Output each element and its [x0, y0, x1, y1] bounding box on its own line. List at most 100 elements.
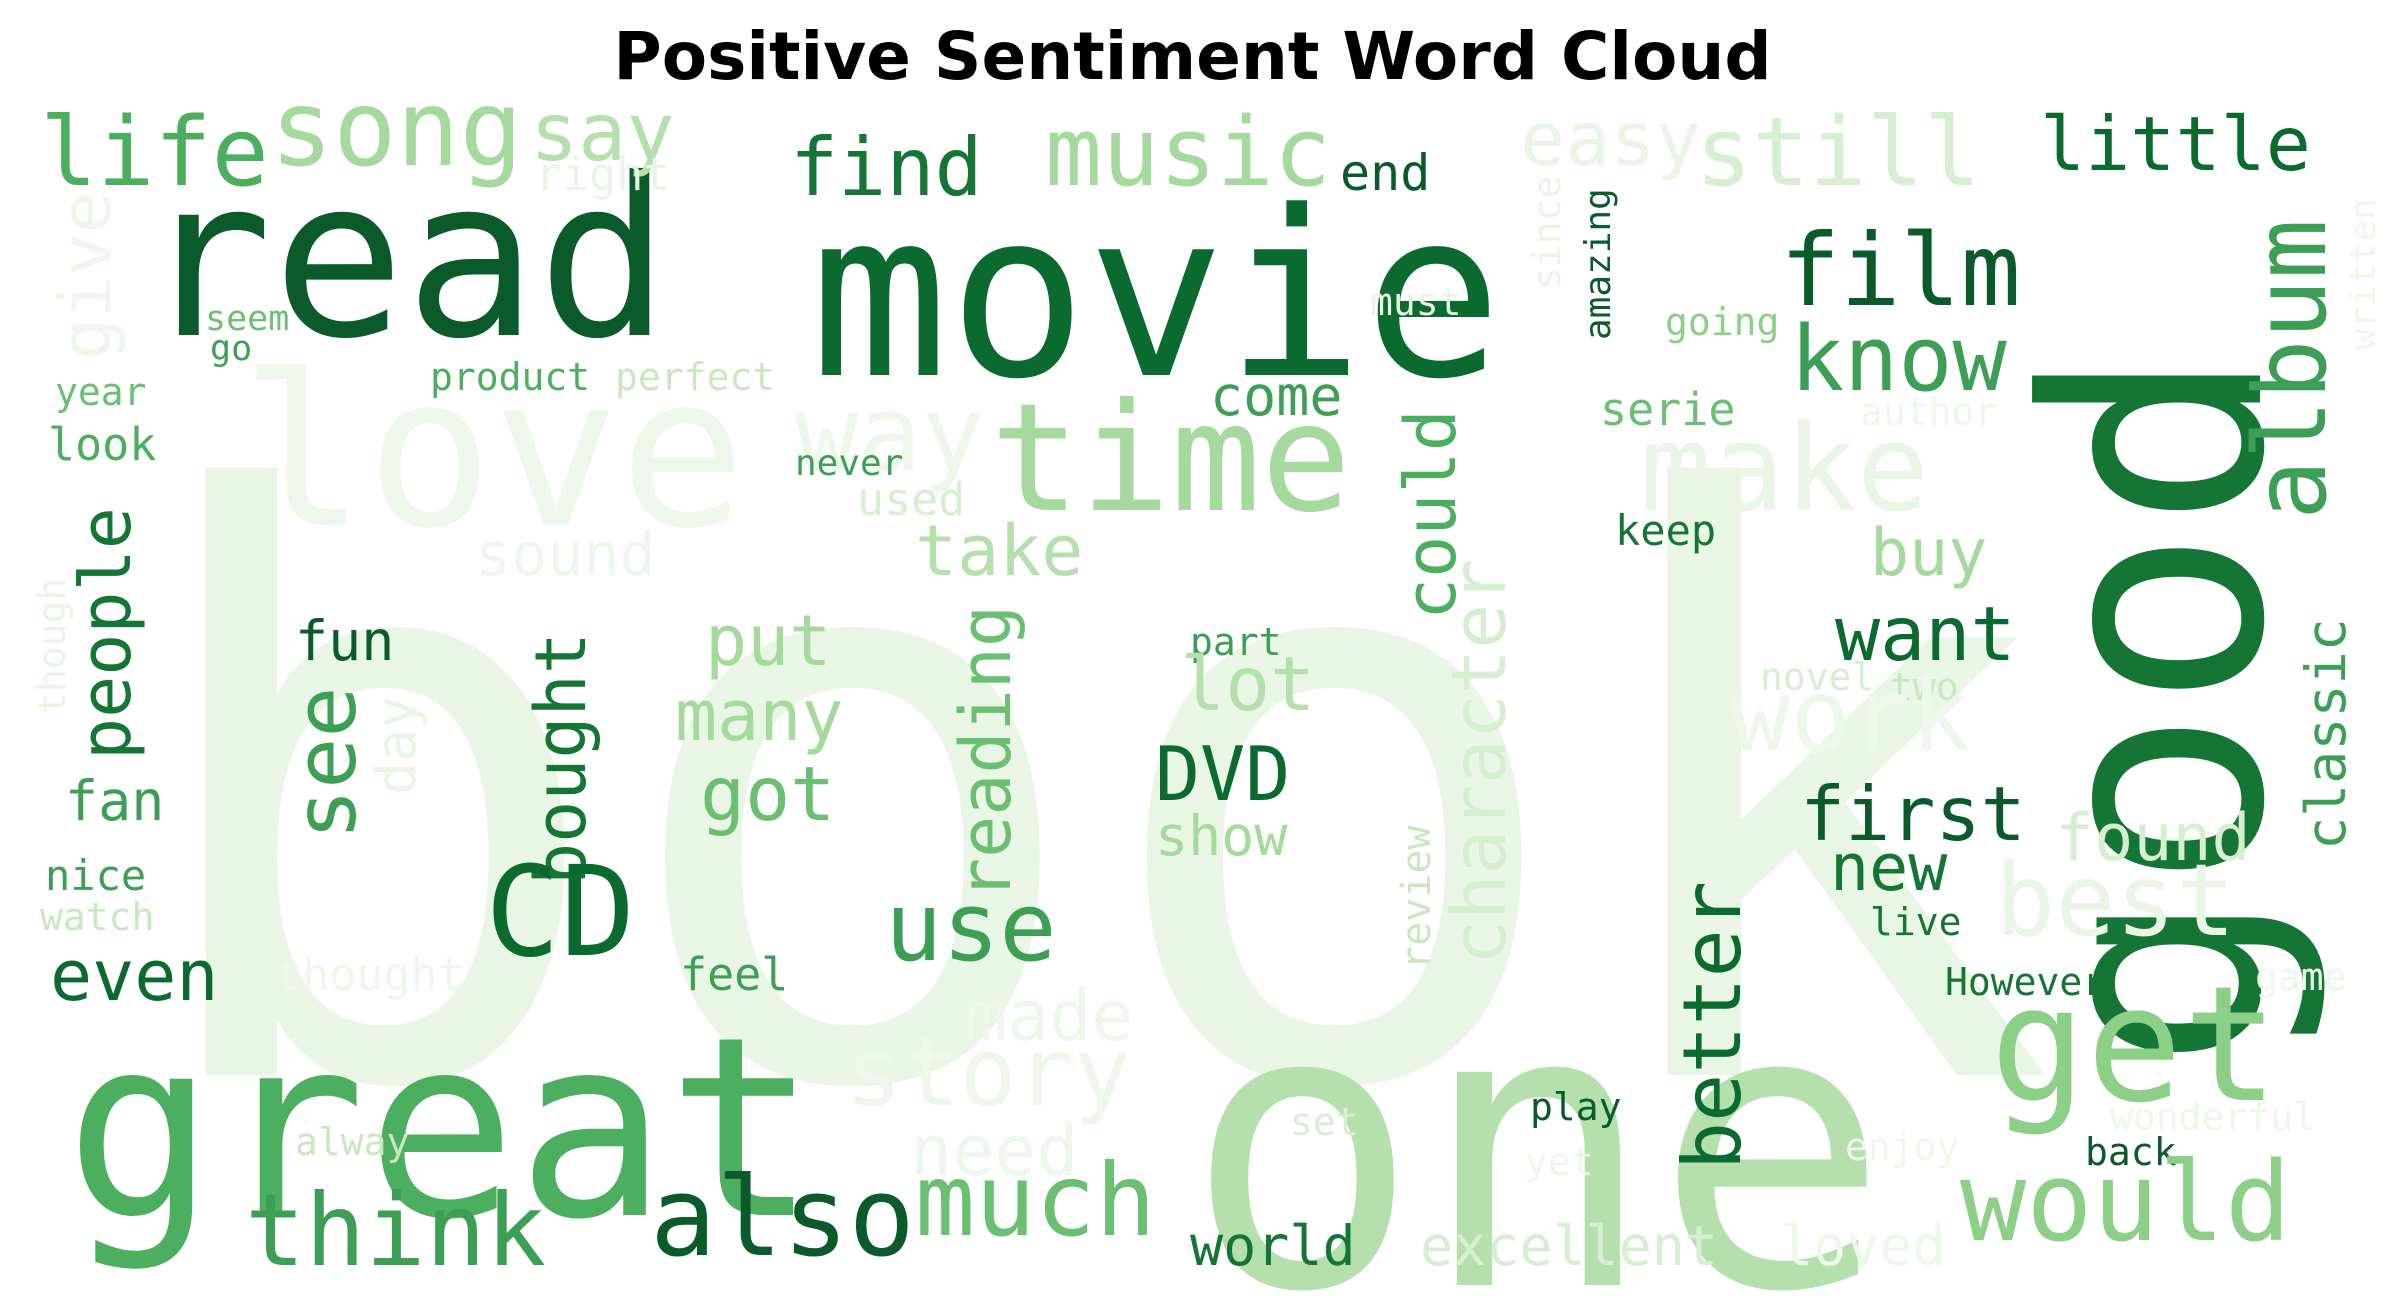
word-know: know: [1790, 307, 2008, 412]
word-best: best: [1995, 842, 2236, 959]
word-play: play: [1530, 1085, 1622, 1129]
word-want: want: [1835, 590, 2016, 678]
word-look: look: [48, 418, 156, 471]
word-get: get: [1990, 951, 2279, 1138]
word-written: written: [2343, 198, 2384, 350]
word-use: use: [885, 873, 1057, 983]
word-buy: buy: [1870, 516, 1987, 591]
word-serie: serie: [1600, 383, 1735, 436]
word-show: show: [1155, 804, 1288, 868]
word-take: take: [915, 510, 1084, 592]
word-one: one: [1185, 923, 1889, 1299]
word-say: say: [530, 86, 675, 179]
word-fun: fun: [295, 609, 394, 673]
word-watch: watch: [40, 895, 154, 939]
word-great: great: [65, 983, 818, 1274]
word-made: made: [965, 975, 1134, 1057]
word-found: found: [2055, 801, 2251, 876]
word-album: album: [2232, 219, 2349, 520]
word-nice: nice: [45, 851, 146, 900]
word-amazing: amazing: [1578, 188, 1619, 340]
word-world: world: [1190, 1214, 1356, 1278]
word-going: going: [1665, 300, 1779, 344]
word-classic: classic: [2294, 618, 2358, 850]
word-two: two: [1890, 665, 1959, 709]
word-right: right: [535, 148, 670, 201]
word-good: good: [1982, 348, 2331, 1070]
word-excellent: excellent: [1420, 1214, 1718, 1278]
word-put: put: [705, 600, 831, 682]
word-perfect: perfect: [615, 355, 775, 399]
word-author: author: [1860, 390, 1997, 434]
word-seem: seem: [205, 299, 289, 339]
word-feel: feel: [680, 948, 788, 1001]
word-dvd: DVD: [1155, 730, 1290, 818]
word-since: since: [1525, 176, 1569, 290]
word-first: first: [1800, 770, 2026, 858]
word-love: love: [240, 330, 746, 575]
word-set: set: [1290, 1100, 1359, 1144]
word-better: better: [1666, 881, 1759, 1170]
word-think: think: [245, 1172, 546, 1289]
word-find: find: [790, 121, 983, 214]
word-enjoy: enjoy: [1845, 1125, 1959, 1169]
word-many: many: [675, 675, 844, 757]
word-much: much: [915, 1142, 1156, 1259]
word-novel: novel: [1760, 655, 1874, 699]
word-thought: thought: [275, 948, 465, 1001]
word-way: way: [795, 373, 985, 495]
chart-title: Positive Sentiment Word Cloud: [613, 18, 1772, 95]
word-reading: reading: [945, 605, 1027, 900]
word-alway: alway: [295, 1120, 409, 1164]
word-time: time: [990, 372, 1351, 546]
word-product: product: [430, 355, 590, 399]
word-part: part: [1190, 620, 1282, 664]
word-come: come: [1210, 364, 1342, 428]
word-yet: yet: [1525, 1140, 1594, 1184]
word-must: must: [1370, 280, 1462, 324]
word-movie: movie: [810, 163, 1502, 430]
word-song: song: [270, 68, 523, 190]
word-year: year: [55, 370, 147, 414]
word-loved: loved: [1780, 1214, 1946, 1278]
word-little: little: [2040, 100, 2311, 188]
word-would: would: [1960, 1138, 2291, 1266]
word-day: day: [364, 696, 428, 795]
word-people: people: [65, 507, 147, 760]
word-even: even: [50, 935, 219, 1017]
word-bought: bought: [520, 632, 602, 885]
word-make: make: [1640, 400, 1929, 539]
word-end: end: [1340, 144, 1430, 202]
word-life: life: [40, 98, 269, 208]
word-easy: easy: [1520, 95, 1701, 183]
word-however: However: [1945, 960, 2105, 1004]
word-cd: CD: [485, 840, 636, 985]
word-game: game: [2255, 955, 2347, 999]
word-never: never: [795, 443, 903, 484]
word-music: music: [1045, 98, 1331, 208]
word-need: need: [910, 1110, 1079, 1192]
word-wonderful: wonderful: [2110, 1095, 2316, 1139]
word-back: back: [2085, 1130, 2177, 1174]
word-lot: lot: [1180, 640, 1315, 728]
word-book: book: [130, 332, 2057, 1264]
word-see: see: [277, 686, 376, 840]
word-sound: sound: [475, 520, 656, 590]
word-give: give: [45, 191, 127, 360]
word-story: story: [845, 1018, 1131, 1128]
word-character: character: [1435, 559, 1523, 965]
word-work: work: [1730, 657, 1971, 774]
word-got: got: [700, 750, 835, 838]
word-also: also: [650, 1153, 915, 1281]
word-fan: fan: [65, 769, 164, 833]
word-live: live: [1870, 900, 1962, 944]
word-still: still: [1695, 98, 1981, 208]
word-keep: keep: [1615, 506, 1716, 555]
word-new: new: [1830, 831, 1948, 906]
word-could: could: [1390, 409, 1472, 620]
word-review: review: [1394, 825, 1440, 970]
word-go: go: [210, 329, 252, 369]
word-read: read: [140, 131, 670, 387]
word-though: though: [30, 578, 74, 715]
